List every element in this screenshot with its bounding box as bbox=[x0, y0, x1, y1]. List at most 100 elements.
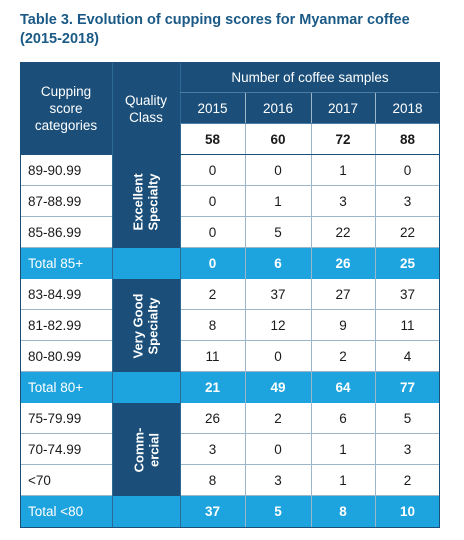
table-cell-value: 12 bbox=[245, 310, 311, 341]
header-year: 2018 bbox=[375, 93, 440, 124]
category-label: 81-82.99 bbox=[20, 310, 112, 341]
total-value: 0 bbox=[180, 248, 245, 279]
header-divider bbox=[180, 92, 440, 93]
quality-class-text: Specialty bbox=[146, 296, 161, 355]
table-cell-value: 6 bbox=[311, 403, 375, 434]
table-cell-value: 1 bbox=[311, 465, 375, 496]
category-label: 80-80.99 bbox=[20, 341, 112, 372]
table-cell-value: 37 bbox=[375, 279, 440, 310]
cupping-scores-table: Cupping score categories Quality Class Number… bbox=[20, 62, 440, 528]
table-cell-value: 26 bbox=[180, 403, 245, 434]
row-divider bbox=[180, 433, 440, 434]
header-quality-class: Quality Class bbox=[112, 62, 180, 155]
header-sample-count: 72 bbox=[311, 124, 375, 155]
row-divider bbox=[20, 495, 112, 496]
table-cell-value: 0 bbox=[180, 186, 245, 217]
column-divider bbox=[375, 93, 376, 528]
total-value: 64 bbox=[311, 372, 375, 403]
header-text: categories bbox=[34, 118, 98, 133]
row-divider bbox=[20, 309, 112, 310]
row-divider bbox=[20, 433, 112, 434]
column-divider bbox=[180, 62, 181, 528]
row-divider bbox=[180, 340, 440, 341]
total-value: 8 bbox=[311, 496, 375, 527]
quality-class-label: Comm-ercial bbox=[112, 403, 180, 496]
row-divider bbox=[20, 185, 112, 186]
header-divider bbox=[180, 154, 440, 155]
table-cell-value: 0 bbox=[245, 155, 311, 186]
row-divider bbox=[20, 464, 112, 465]
table-cell-value: 27 bbox=[311, 279, 375, 310]
quality-class-text: Very Good bbox=[131, 292, 146, 359]
header-divider bbox=[180, 123, 440, 124]
row-divider bbox=[20, 340, 112, 341]
header-text: Cupping bbox=[40, 84, 92, 99]
table-cell-value: 3 bbox=[180, 434, 245, 465]
header-text: score bbox=[49, 101, 83, 116]
quality-class-text: Comm- bbox=[131, 427, 146, 472]
table-cell-value: 2 bbox=[245, 403, 311, 434]
category-label: 75-79.99 bbox=[20, 403, 112, 434]
row-divider bbox=[180, 185, 440, 186]
total-class-spacer bbox=[112, 248, 180, 279]
table-cell-value: 3 bbox=[375, 186, 440, 217]
total-value: 21 bbox=[180, 372, 245, 403]
total-label: Total 85+ bbox=[20, 248, 112, 279]
row-divider bbox=[20, 371, 112, 372]
row-divider bbox=[180, 464, 440, 465]
quality-class-label: Excellent Specialty bbox=[112, 155, 180, 248]
table-cell-value: 11 bbox=[375, 310, 440, 341]
header-year: 2016 bbox=[245, 93, 311, 124]
table-cell-value: 4 bbox=[375, 341, 440, 372]
column-divider bbox=[245, 93, 246, 528]
row-divider bbox=[20, 216, 112, 217]
column-divider bbox=[311, 93, 312, 528]
category-label: 87-88.99 bbox=[20, 186, 112, 217]
total-class-spacer bbox=[112, 372, 180, 403]
total-value: 25 bbox=[375, 248, 440, 279]
quality-class-label: Very Good Specialty bbox=[112, 279, 180, 372]
category-label: 83-84.99 bbox=[20, 279, 112, 310]
category-label: 89-90.99 bbox=[20, 155, 112, 186]
row-divider bbox=[180, 247, 440, 248]
table-cell-value: 5 bbox=[245, 217, 311, 248]
total-value: 77 bbox=[375, 372, 440, 403]
total-value: 49 bbox=[245, 372, 311, 403]
total-value: 37 bbox=[180, 496, 245, 527]
total-value: 5 bbox=[245, 496, 311, 527]
row-divider bbox=[180, 309, 440, 310]
table-cell-value: 0 bbox=[245, 434, 311, 465]
table-cell-value: 0 bbox=[180, 217, 245, 248]
table-cell-value: 8 bbox=[180, 465, 245, 496]
total-value: 6 bbox=[245, 248, 311, 279]
header-text: Class bbox=[129, 109, 163, 125]
quality-class-text: Specialty bbox=[146, 172, 161, 231]
table-title: Table 3. Evolution of cupping scores for… bbox=[20, 12, 410, 47]
table-cell-value: 2 bbox=[180, 279, 245, 310]
table-cell-value: 9 bbox=[311, 310, 375, 341]
table-cell-value: 22 bbox=[375, 217, 440, 248]
total-class-spacer bbox=[112, 496, 180, 527]
table-cell-value: 1 bbox=[311, 155, 375, 186]
header-sample-count: 60 bbox=[245, 124, 311, 155]
table-cell-value: 1 bbox=[311, 434, 375, 465]
row-divider bbox=[20, 247, 112, 248]
table-cell-value: 3 bbox=[311, 186, 375, 217]
column-divider bbox=[112, 62, 113, 528]
table-cell-value: 1 bbox=[245, 186, 311, 217]
table-cell-value: 3 bbox=[375, 434, 440, 465]
total-value: 10 bbox=[375, 496, 440, 527]
total-label: Total 80+ bbox=[20, 372, 112, 403]
table-cell-value: 3 bbox=[245, 465, 311, 496]
table-cell-value: 0 bbox=[375, 155, 440, 186]
header-sample-count: 58 bbox=[180, 124, 245, 155]
category-label: 85-86.99 bbox=[20, 217, 112, 248]
table-cell-value: 37 bbox=[245, 279, 311, 310]
header-cupping-score-categories: Cupping score categories bbox=[20, 62, 112, 155]
total-value: 26 bbox=[311, 248, 375, 279]
table-cell-value: 22 bbox=[311, 217, 375, 248]
row-divider bbox=[180, 371, 440, 372]
category-label: 70-74.99 bbox=[20, 434, 112, 465]
header-year: 2015 bbox=[180, 93, 245, 124]
row-divider bbox=[180, 216, 440, 217]
